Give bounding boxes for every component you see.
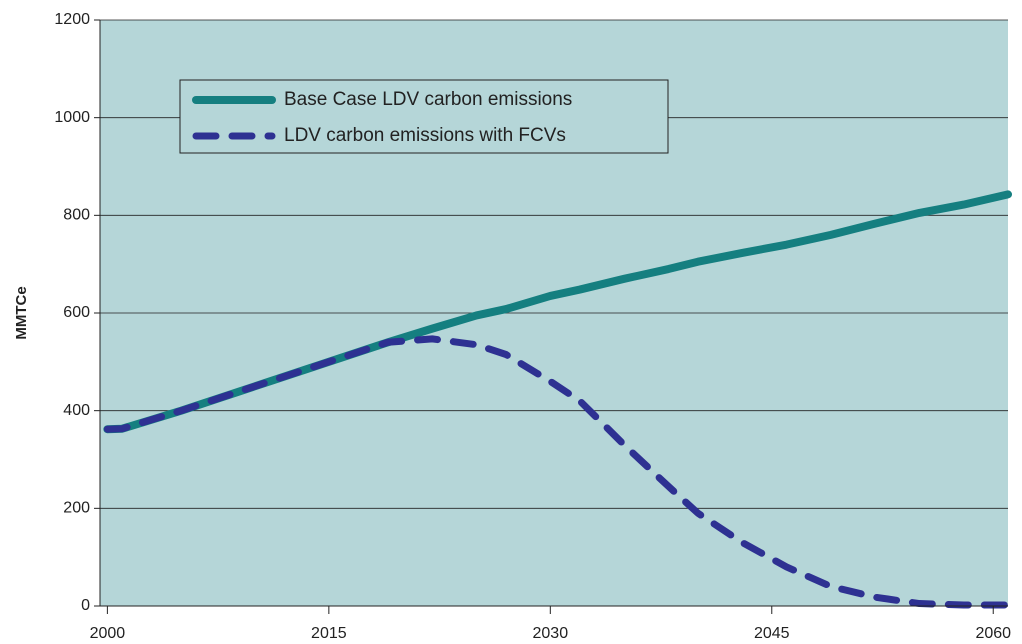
y-tick-label: 1200 (54, 11, 90, 28)
x-tick-label: 2060 (975, 625, 1011, 642)
legend-label: Base Case LDV carbon emissions (284, 89, 572, 110)
legend-box (179, 79, 669, 154)
x-tick-label: 2000 (90, 625, 126, 642)
y-tick-label: 200 (63, 500, 90, 517)
x-tick-label: 2015 (311, 625, 347, 642)
axes: 0 200 400 600 800 1000 1200 2000 2015 2030 2045 206… (54, 11, 1011, 642)
series-line (103, 335, 1012, 609)
y-tick-label: 600 (63, 304, 90, 321)
y-tick-label: 400 (63, 402, 90, 419)
y-tick-label: 1000 (54, 109, 90, 126)
legend-label: LDV carbon emissions with FCVs (284, 125, 566, 146)
x-tick-label: 2030 (533, 625, 569, 642)
x-tick-label: 2045 (754, 625, 790, 642)
y-axis-label: MMTCe (13, 286, 30, 339)
y-tick-label: 800 (63, 207, 90, 224)
y-tick-label: 0 (81, 597, 90, 614)
legend: Base Case LDV carbon emissions LDV carbon… (179, 79, 669, 154)
lines (103, 190, 1012, 609)
